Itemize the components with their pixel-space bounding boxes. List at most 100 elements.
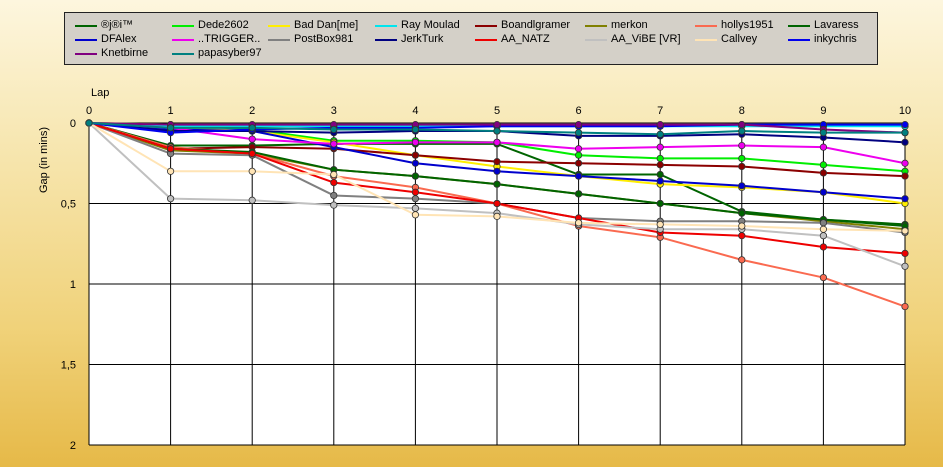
data-point: [901, 227, 909, 235]
legend-label: inkychris: [814, 33, 857, 45]
x-tick-labels: 0 1 2 3 4 5 6 7 8 9 10: [86, 105, 911, 117]
data-point: [248, 167, 256, 175]
data-point: [330, 140, 338, 148]
data-point: [248, 196, 256, 204]
data-point: [248, 149, 256, 158]
legend-swatch: [268, 39, 290, 41]
legend-swatch: [172, 25, 194, 27]
data-point: [330, 191, 338, 200]
data-point: [411, 211, 419, 219]
data-point: [819, 129, 828, 137]
legend-swatch: [172, 39, 194, 41]
legend-swatch: [172, 53, 194, 55]
data-point: [819, 161, 828, 169]
legend-swatch: [695, 25, 717, 27]
legend-label: Callvey: [721, 33, 758, 45]
legend-swatch: [585, 39, 607, 41]
data-point: [901, 138, 909, 146]
legend-label: AA_ViBE [VR]: [611, 33, 681, 45]
data-point: [574, 159, 583, 167]
data-point: [656, 143, 664, 151]
legend-swatch: [268, 25, 290, 27]
legend-label: Lavaress: [814, 19, 859, 31]
x-tick-label: 1: [168, 105, 174, 117]
legend-label: Knetbirne: [101, 47, 149, 59]
legend-label: papasyber97: [198, 47, 262, 59]
data-point: [330, 201, 338, 209]
data-point: [411, 125, 419, 134]
x-tick-label: 7: [657, 105, 663, 117]
y-tick-label: 0: [70, 118, 76, 130]
data-point: [574, 145, 583, 153]
data-point: [493, 180, 501, 188]
x-tick-label: 0: [86, 105, 92, 117]
legend-swatch: [375, 39, 397, 41]
data-point: [656, 130, 664, 138]
y-tick-label: 1,5: [61, 360, 76, 372]
data-point: [738, 127, 746, 135]
x-tick-label: 9: [820, 105, 826, 117]
data-point: [411, 151, 419, 159]
y-tick-labels: 0 0,5 1 1,5 2: [61, 118, 76, 452]
legend-label: hollys1951: [721, 19, 774, 31]
data-point: [738, 222, 746, 230]
x-tick-label: 3: [331, 105, 337, 117]
data-point: [167, 124, 175, 132]
data-point: [901, 302, 909, 311]
data-point: [411, 188, 419, 196]
data-point: [738, 256, 746, 264]
data-point: [738, 141, 746, 150]
legend-swatch: [75, 25, 97, 27]
data-point: [574, 151, 583, 159]
legend-swatch: [585, 25, 607, 27]
data-point: [738, 209, 746, 217]
data-point: [656, 177, 664, 185]
data-point: [819, 188, 828, 196]
legend-swatch: [375, 25, 397, 27]
data-point: [819, 225, 828, 233]
series-layer: [85, 119, 909, 311]
data-point: [574, 219, 583, 227]
series-14: [85, 119, 909, 235]
data-point: [738, 154, 746, 163]
series-17: [85, 119, 909, 138]
data-point: [248, 135, 256, 143]
data-point: [656, 121, 664, 129]
data-point: [411, 172, 419, 180]
data-point: [819, 273, 828, 282]
legend-label: Boandlgramer: [501, 19, 571, 31]
data-point: [167, 145, 175, 153]
legend-swatch: [475, 39, 497, 41]
data-point: [819, 219, 828, 227]
legend-swatch: [75, 53, 97, 55]
legend-label: Ray Moulad: [401, 19, 460, 31]
legend-label: JerkTurk: [401, 33, 444, 45]
data-point: [574, 129, 583, 137]
data-point: [85, 119, 93, 127]
data-point: [819, 143, 828, 151]
data-point: [901, 172, 909, 180]
legend-swatch: [695, 39, 717, 41]
data-point: [901, 159, 909, 167]
data-point: [411, 204, 419, 212]
data-point: [493, 167, 501, 175]
x-tick-label: 4: [412, 105, 418, 117]
legend-label: ..TRIGGER..: [198, 33, 261, 45]
data-point: [901, 195, 909, 203]
data-point: [493, 127, 501, 135]
x-tick-label: 10: [899, 105, 911, 117]
legend-label: merkon: [611, 19, 648, 31]
data-point: [738, 121, 746, 129]
data-point: [656, 154, 664, 163]
data-point: [167, 167, 175, 175]
data-point: [656, 161, 664, 169]
data-point: [493, 212, 501, 220]
data-point: [901, 262, 909, 270]
legend-swatch: [788, 39, 810, 41]
y-tick-label: 0,5: [61, 199, 76, 211]
data-point: [411, 138, 419, 146]
x-tick-label: 5: [494, 105, 500, 117]
y-axis-title: Gap (in mins): [38, 127, 50, 193]
data-point: [574, 121, 583, 129]
